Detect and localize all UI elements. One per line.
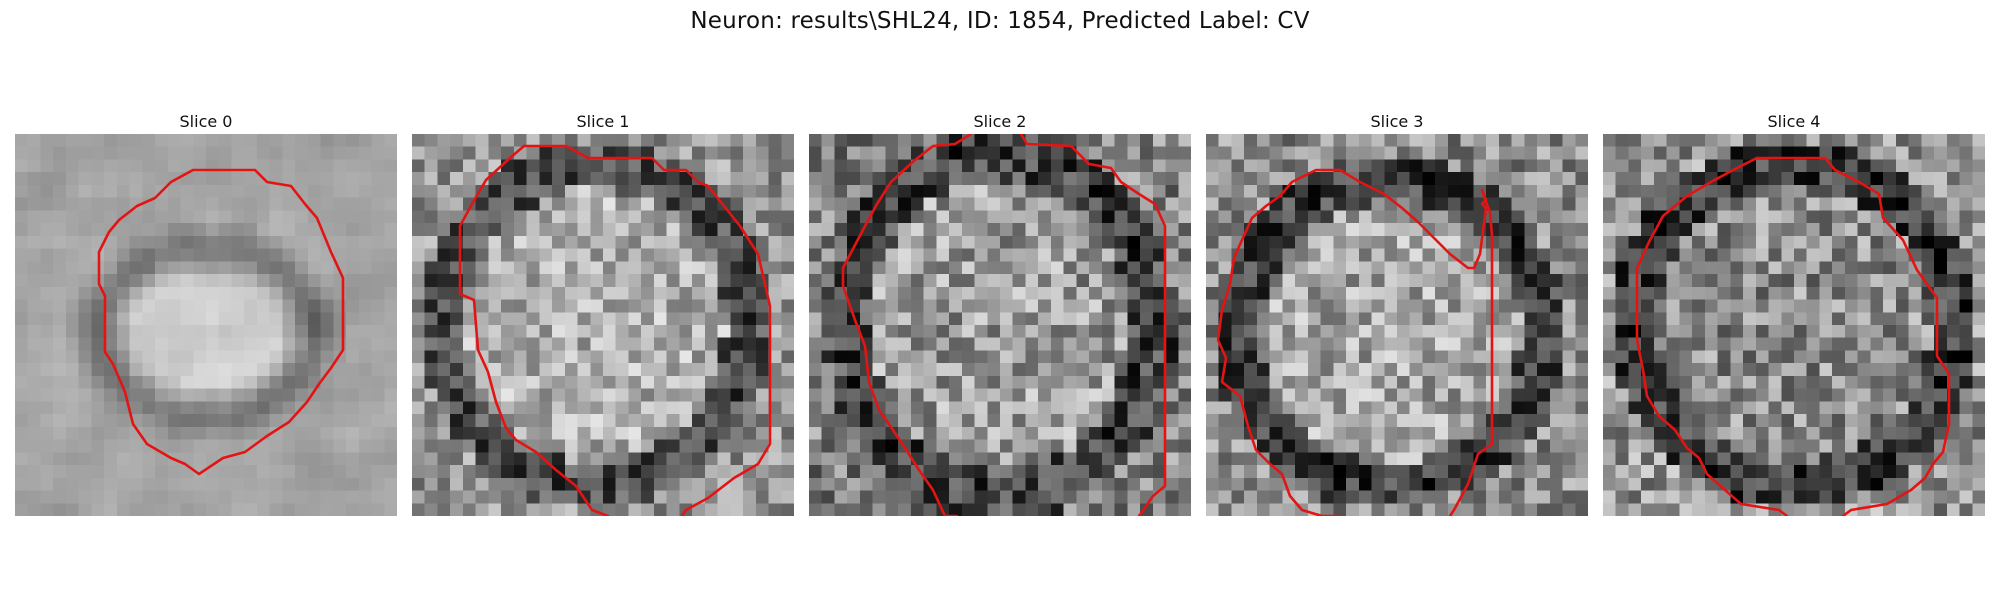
cell-contour (458, 144, 610, 516)
cell-contour-overlay (97, 168, 345, 476)
cell-contour (1755, 156, 1951, 516)
cell-contour (1338, 168, 1494, 516)
slice-title: Slice 2 (973, 112, 1027, 131)
cell-contour-overlay (458, 144, 772, 516)
slice-title: Slice 1 (576, 112, 630, 131)
figure-title: Neuron: results\SHL24, ID: 1854, Predict… (690, 8, 1310, 34)
slice-image (809, 134, 1191, 516)
cell-contour (1019, 134, 1167, 516)
cell-contour-overlay (1216, 168, 1494, 516)
cell-contour (522, 144, 772, 516)
cell-contour (1635, 156, 1789, 516)
cell-contour (841, 134, 973, 516)
cell-contour (1216, 168, 1342, 516)
slice-image (15, 134, 397, 516)
cell-contour-overlay (841, 134, 1167, 516)
slice-title: Slice 4 (1767, 112, 1821, 131)
slice-image (1206, 134, 1588, 516)
cell-contour-overlay (1635, 156, 1951, 516)
slice-title: Slice 0 (179, 112, 233, 131)
slice-title: Slice 3 (1370, 112, 1424, 131)
cell-contour (97, 168, 345, 476)
slice-image (1603, 134, 1985, 516)
